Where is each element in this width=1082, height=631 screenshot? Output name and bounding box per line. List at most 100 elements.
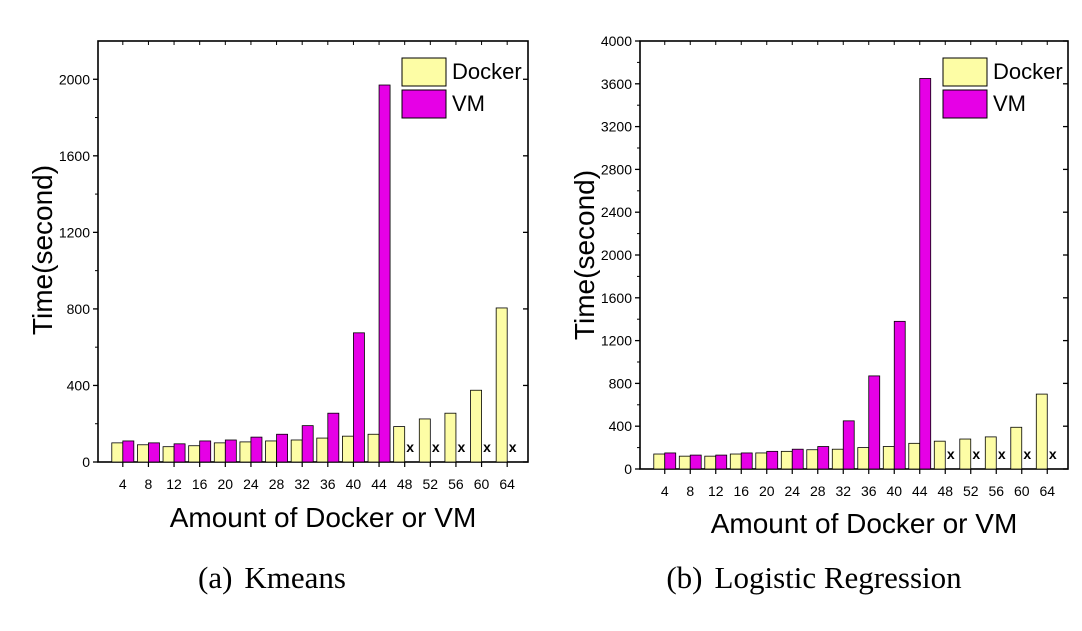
bar-docker [393, 426, 406, 463]
bar-docker [495, 307, 508, 463]
bar-docker [367, 433, 380, 463]
caption-tag: (b) [666, 560, 702, 595]
x-tick-label: 60 [474, 476, 490, 492]
bar-vm [919, 78, 932, 470]
y-tick-label: 0 [624, 461, 632, 477]
chart-panel-b: 0 400 800 1200 1600 2000 2400 2800 3200 3600 4000 4… [569, 33, 1069, 595]
bar-docker [265, 440, 277, 463]
y-tick-label: 400 [67, 377, 91, 393]
legend-label-vm: VM [452, 91, 485, 116]
missing-vm-marker: x [509, 439, 517, 455]
figure-caption: (a) Kmeans [198, 560, 346, 595]
bar-docker [239, 441, 252, 463]
missing-vm-marker: x [458, 439, 466, 455]
legend-swatch-vm [401, 89, 447, 119]
missing-vm-marker: x [972, 446, 980, 462]
x-tick-label: 44 [912, 483, 928, 499]
x-tick-label: 40 [346, 476, 362, 492]
y-tick-label: 3600 [601, 76, 632, 92]
x-tick-label: 48 [937, 483, 953, 499]
figure-caption: (b) Logistic Regression [666, 560, 962, 595]
x-tick-label: 4 [119, 476, 127, 492]
bar-docker [213, 442, 226, 463]
bar-docker [444, 412, 457, 463]
bar-vm [327, 412, 340, 463]
bar-vm [199, 440, 212, 463]
bar-vm [276, 433, 288, 463]
bar-docker [908, 442, 921, 470]
caption-title: Logistic Regression [715, 560, 963, 595]
x-tick-label: 8 [145, 476, 153, 492]
bar-vm [378, 84, 391, 463]
legend: Docker VM [942, 57, 1063, 119]
missing-vm-marker: x [432, 439, 440, 455]
x-tick-label: 64 [1039, 483, 1055, 499]
x-tick-label: 60 [1014, 483, 1030, 499]
x-tick-label: 56 [988, 483, 1004, 499]
legend: Docker VM [401, 57, 522, 119]
legend-swatch-docker [942, 57, 988, 87]
bar-vm [689, 454, 702, 470]
y-axis-label: Time(second) [569, 170, 600, 340]
bar-vm [791, 448, 804, 470]
missing-vm-marker: x [998, 446, 1006, 462]
x-tick-label: 4 [661, 483, 669, 499]
y-tick-label: 800 [609, 375, 633, 391]
bar-docker [316, 437, 329, 463]
x-tick-label: 12 [166, 476, 182, 492]
x-tick-label: 64 [499, 476, 515, 492]
bar-docker [857, 447, 870, 470]
bar-vm [250, 436, 263, 463]
x-tick-label: 20 [218, 476, 234, 492]
bar-vm [766, 450, 779, 470]
bar-docker [162, 446, 175, 463]
x-tick-label: 36 [320, 476, 336, 492]
x-tick-label: 24 [243, 476, 259, 492]
y-tick-label: 1600 [59, 148, 90, 164]
legend-swatch-vm [942, 89, 988, 119]
bar-docker [137, 444, 149, 463]
bar-docker [1010, 426, 1023, 470]
bar-docker [290, 439, 303, 463]
caption-tag: (a) [198, 560, 232, 595]
y-tick-label: 2800 [601, 161, 632, 177]
bar-vm [173, 443, 186, 463]
bar-docker [780, 450, 793, 470]
bar-vm [893, 320, 906, 470]
y-tick-label: 1200 [59, 224, 90, 240]
y-tick-label: 2400 [601, 204, 632, 220]
bar-docker [806, 449, 819, 470]
y-tick-label: 0 [82, 454, 90, 470]
missing-vm-marker: x [947, 446, 955, 462]
bar-docker [342, 435, 354, 463]
missing-vm-marker: x [406, 439, 414, 455]
y-tick-label: 4000 [601, 33, 632, 49]
y-tick-label: 400 [609, 418, 633, 434]
bar-vm [224, 439, 237, 463]
x-tick-label: 48 [397, 476, 413, 492]
x-tick-label: 28 [269, 476, 285, 492]
bar-vm [715, 454, 728, 470]
legend-label-docker: Docker [993, 59, 1063, 84]
bar-vm [842, 420, 855, 470]
y-tick-label: 1200 [601, 333, 632, 349]
y-tick-label: 800 [67, 301, 91, 317]
missing-vm-marker: x [1049, 446, 1057, 462]
missing-vm-marker: x [483, 439, 491, 455]
x-tick-label: 32 [835, 483, 851, 499]
bar-docker [984, 436, 997, 470]
x-tick-label: 28 [810, 483, 826, 499]
x-tick-label: 24 [784, 483, 800, 499]
y-tick-label: 2000 [601, 247, 632, 263]
x-tick-label: 36 [861, 483, 877, 499]
bar-docker [111, 442, 124, 463]
legend-swatch-docker [401, 57, 447, 87]
y-tick-label: 1600 [601, 290, 632, 306]
missing-vm-marker: x [1023, 446, 1031, 462]
bar-docker [933, 440, 946, 470]
bar-docker [188, 445, 201, 463]
bar-docker [470, 389, 482, 463]
bar-docker [882, 446, 895, 470]
y-axis-label: Time(second) [27, 165, 58, 335]
